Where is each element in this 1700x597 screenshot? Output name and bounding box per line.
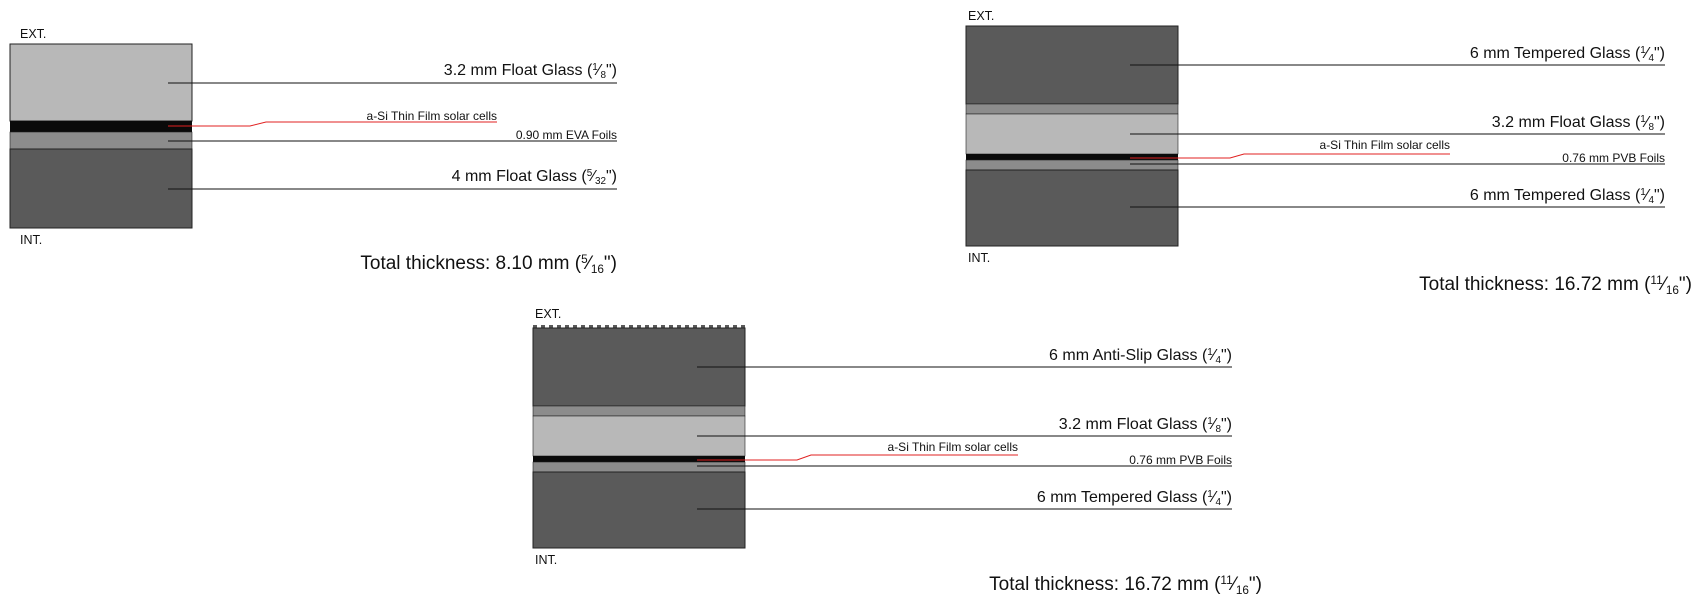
panel-1-cells-leader xyxy=(168,121,497,127)
panel-3-foil-layer xyxy=(532,461,746,473)
panel-3-bottom-glass-layer xyxy=(532,471,746,549)
panel-2-upper-foil-layer xyxy=(965,103,1179,115)
panel-3-total-thickness: Total thickness: 16.72 mm (11⁄16") xyxy=(989,574,1262,597)
panel-3-top-glass-label: 6 mm Anti-Slip Glass (1⁄4") xyxy=(1049,347,1232,366)
panel-1-foil-label: 0.90 mm EVA Foils xyxy=(516,128,617,142)
panel-3-upper-foil-layer xyxy=(532,405,746,417)
panel-3-mid-glass-label: 3.2 mm Float Glass (1⁄8") xyxy=(1059,416,1232,435)
panel-2-int-label: INT. xyxy=(968,251,990,265)
panel-2-cells-label: a-Si Thin Film solar cells xyxy=(1320,138,1450,152)
panel-3: EXT. INT. 6 mm Anti-Slip Glass (1⁄4") 3.… xyxy=(532,307,1262,597)
panel-1-int-label: INT. xyxy=(20,233,42,247)
panel-2-foil-label: 0.76 mm PVB Foils xyxy=(1562,151,1665,165)
panel-1-bottom-glass-label: 4 mm Float Glass (5⁄32") xyxy=(452,168,617,187)
panel-2-top-glass-label: 6 mm Tempered Glass (1⁄4") xyxy=(1470,45,1665,64)
panel-3-cells-label: a-Si Thin Film solar cells xyxy=(888,440,1018,454)
panel-2-foil-layer xyxy=(965,159,1179,171)
panel-2-bottom-glass-label: 6 mm Tempered Glass (1⁄4") xyxy=(1470,187,1665,206)
panel-3-int-label: INT. xyxy=(535,553,557,567)
panel-2-total-thickness: Total thickness: 16.72 mm (11⁄16") xyxy=(1419,274,1692,297)
panel-2-bottom-glass-layer xyxy=(965,169,1179,247)
panel-1-top-glass-label: 3.2 mm Float Glass (1⁄8") xyxy=(444,62,617,81)
panel-1-cells-layer xyxy=(10,121,192,132)
panel-2-cells-layer xyxy=(966,154,1178,160)
panel-2-ext-label: EXT. xyxy=(968,9,994,23)
panel-2-cells-leader xyxy=(1130,153,1450,159)
panel-3-ext-label: EXT. xyxy=(535,307,561,321)
panel-1: EXT. INT. 3.2 mm Float Glass (1⁄8") a-Si… xyxy=(9,27,617,276)
panel-1-total-thickness: Total thickness: 8.10 mm (5⁄16") xyxy=(360,253,617,276)
panel-3-cells-leader xyxy=(697,454,1018,461)
panel-1-bottom-glass-layer xyxy=(9,148,193,229)
panel-1-ext-label: EXT. xyxy=(20,27,46,41)
panel-1-cells-label: a-Si Thin Film solar cells xyxy=(367,109,497,123)
panel-2: EXT. INT. 6 mm Tempered Glass (1⁄4") 3.2… xyxy=(965,9,1692,297)
panel-2-mid-glass-label: 3.2 mm Float Glass (1⁄8") xyxy=(1492,114,1665,133)
panel-1-foil-layer xyxy=(9,131,193,150)
panel-1-top-glass-layer xyxy=(9,43,193,122)
panel-3-cells-layer xyxy=(533,456,745,462)
panel-3-foil-label: 0.76 mm PVB Foils xyxy=(1129,453,1232,467)
panel-3-bottom-glass-label: 6 mm Tempered Glass (1⁄4") xyxy=(1037,489,1232,508)
